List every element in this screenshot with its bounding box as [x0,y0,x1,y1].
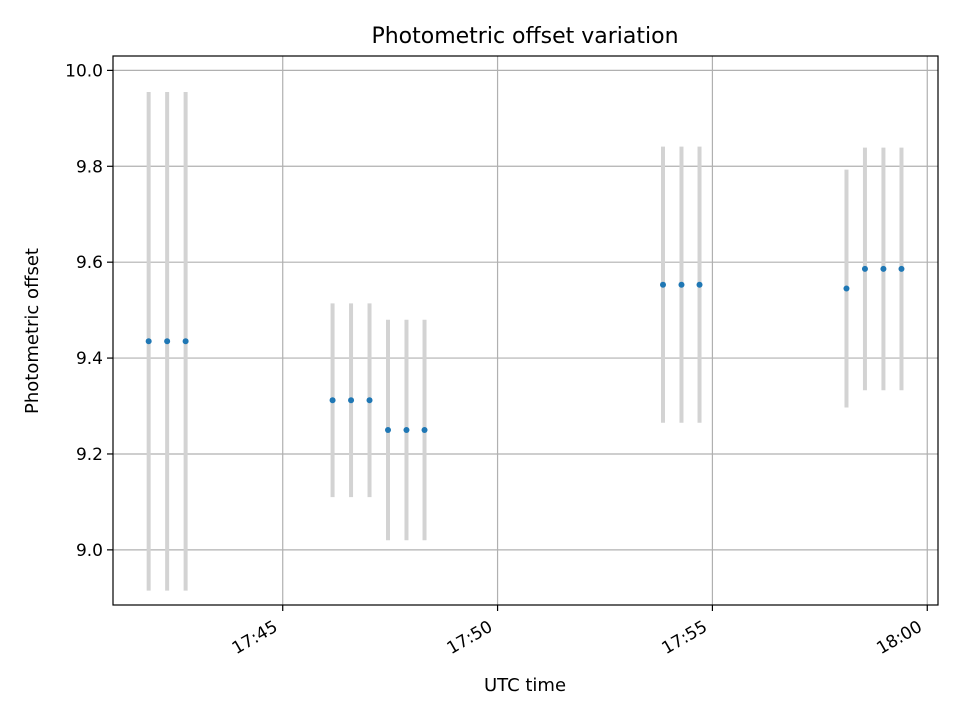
data-point [678,281,685,288]
chart-title: Photometric offset variation [371,24,678,49]
data-point [182,338,189,345]
data-point [329,397,336,404]
grid [113,56,938,605]
plot-frame [112,55,939,606]
data-point [366,397,373,404]
y-tick-label: 9.4 [76,349,103,369]
y-tick-label: 9.2 [76,445,103,465]
y-tick-label: 10.0 [65,61,103,81]
data-point [145,338,152,345]
y-tick-label: 9.6 [76,253,103,273]
data-point [348,397,355,404]
y-tick-label: 9.8 [76,157,103,177]
data-point [660,281,666,288]
data-point [696,281,703,288]
data-point [385,426,391,433]
data-point [164,338,171,345]
data-point [843,285,850,292]
data-point [898,265,905,272]
data-point [403,426,410,433]
data-point [880,265,887,272]
data-point [861,265,868,272]
y-axis-label: Photometric offset [22,248,43,414]
y-tick-label: 9.0 [76,541,103,561]
y-axis-ticks: 9.0 9.2 9.4 9.6 9.8 10.0 [65,61,113,561]
data-point [421,426,428,433]
x-axis-label: UTC time [484,675,566,696]
data-points [145,265,905,433]
